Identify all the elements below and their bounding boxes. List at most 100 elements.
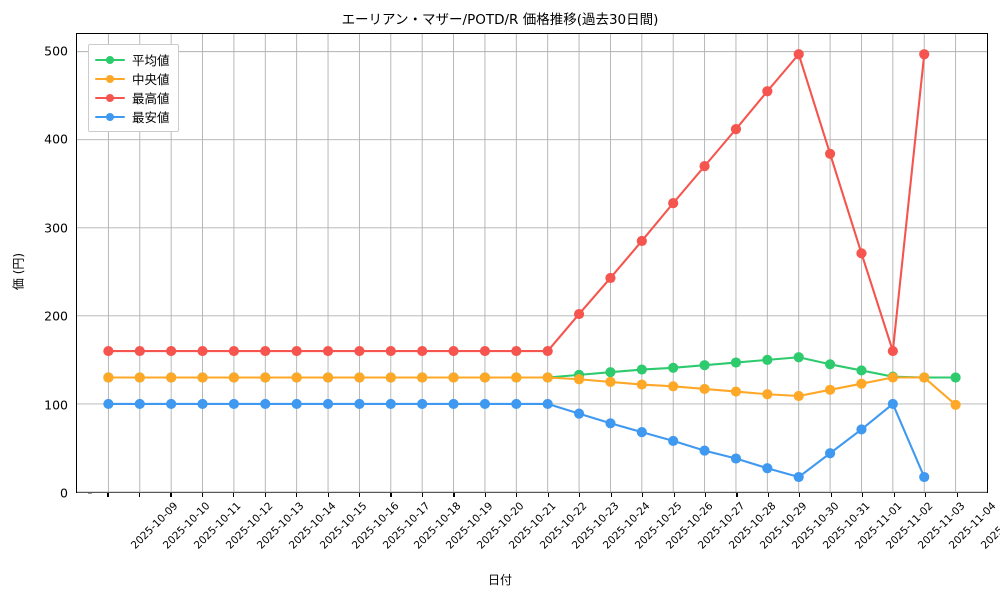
- data-point: [793, 471, 804, 483]
- series-line: [107, 402, 926, 479]
- legend-item-3[interactable]: 最高値: [95, 88, 170, 107]
- data-point: [762, 389, 773, 400]
- x-axis-ticks: 2025-10-09 2025-10-10 2025-10-11 2025-10-12…: [76, 493, 1000, 573]
- data-point: [354, 372, 365, 383]
- data-point: [730, 357, 742, 368]
- data-point: [762, 463, 773, 474]
- data-point: [385, 398, 396, 410]
- data-point: [730, 386, 742, 397]
- y-axis-tick-label: 300: [44, 220, 68, 236]
- data-point: [197, 345, 208, 357]
- data-point: [950, 399, 961, 410]
- data-point: [668, 362, 679, 373]
- data-point: [291, 345, 302, 357]
- y-axis-tick-mark: [88, 492, 92, 494]
- data-point: [605, 376, 616, 387]
- legend-item-2[interactable]: 中央値: [95, 69, 170, 88]
- data-point: [919, 471, 930, 483]
- x-axis-tick-mark: [359, 493, 361, 497]
- data-point: [762, 354, 773, 365]
- x-axis-tick-mark: [673, 493, 675, 497]
- data-point: [197, 372, 208, 383]
- series-2: [103, 372, 961, 410]
- data-point: [887, 345, 898, 357]
- legend-marker-icon: [95, 72, 125, 86]
- x-axis-tick-mark: [327, 493, 329, 497]
- series-4: [103, 398, 930, 483]
- data-point: [856, 424, 867, 435]
- data-point: [228, 398, 239, 410]
- data-point: [856, 248, 867, 259]
- data-point: [511, 398, 522, 410]
- grid-lines: [77, 34, 987, 493]
- data-point: [887, 398, 898, 410]
- legend-item-4[interactable]: 最安値: [95, 107, 170, 126]
- x-axis-tick-mark: [799, 493, 801, 497]
- legend-item-label: 平均値: [132, 53, 170, 68]
- data-point: [542, 372, 553, 383]
- data-point: [448, 372, 459, 383]
- legend-item-1[interactable]: 平均値: [95, 50, 170, 69]
- x-axis-tick-mark: [893, 493, 895, 497]
- data-point: [479, 345, 491, 357]
- data-point: [730, 453, 742, 464]
- data-point: [636, 235, 647, 247]
- series-3: [103, 49, 930, 357]
- data-point: [291, 398, 302, 410]
- data-point: [605, 418, 616, 429]
- x-axis-tick-mark: [233, 493, 235, 497]
- plot-area: [76, 33, 988, 493]
- data-point: [479, 398, 491, 410]
- data-point: [699, 383, 710, 395]
- x-axis-tick-mark: [579, 493, 581, 497]
- data-point: [322, 398, 334, 410]
- x-axis-tick-mark: [956, 493, 958, 497]
- x-axis-tick-mark: [170, 493, 172, 497]
- chart-title: エーリアン・マザー/POTD/R 価格推移(過去30日間): [341, 12, 659, 28]
- x-axis-tick-mark: [201, 493, 203, 497]
- data-point: [605, 367, 616, 378]
- data-point: [417, 372, 428, 383]
- y-axis-tick-label: 100: [44, 397, 68, 413]
- x-axis-tick-mark: [296, 493, 298, 497]
- data-point: [354, 398, 365, 410]
- data-point: [825, 384, 836, 395]
- data-point: [197, 398, 208, 410]
- data-point: [668, 381, 679, 392]
- x-axis-tick-mark: [862, 493, 864, 497]
- legend-item-label: 最高値: [132, 91, 170, 106]
- data-point: [887, 372, 898, 383]
- legend-item-label: 中央値: [132, 72, 170, 87]
- data-point: [228, 372, 239, 383]
- data-point: [825, 359, 836, 370]
- y-axis-tick-label: 400: [44, 131, 68, 147]
- legend-item-label: 最安値: [132, 110, 170, 125]
- chart-legend: 平均値中央値最高値最安値: [88, 44, 179, 132]
- data-point: [636, 427, 647, 438]
- data-point: [354, 345, 365, 357]
- data-point: [166, 345, 177, 357]
- data-point: [385, 345, 396, 357]
- x-axis-tick-mark: [484, 493, 487, 497]
- data-point: [260, 372, 271, 383]
- data-point: [636, 379, 647, 390]
- x-axis-tick-mark: [453, 493, 455, 497]
- data-point: [134, 372, 145, 383]
- data-point: [260, 398, 271, 410]
- data-point: [166, 372, 177, 383]
- data-point: [856, 378, 867, 389]
- data-point: [228, 345, 239, 357]
- data-point: [573, 408, 585, 419]
- data-point: [385, 372, 396, 383]
- data-point: [291, 372, 302, 383]
- data-point: [668, 198, 679, 209]
- data-point: [730, 124, 742, 135]
- data-point: [103, 398, 114, 410]
- x-axis-tick-mark: [421, 493, 424, 497]
- data-point: [448, 398, 459, 410]
- legend-marker-icon: [95, 110, 125, 124]
- data-point: [668, 435, 679, 446]
- data-point: [322, 372, 334, 383]
- y-axis-ticks: 0 100 200 300 400 500: [18, 33, 92, 501]
